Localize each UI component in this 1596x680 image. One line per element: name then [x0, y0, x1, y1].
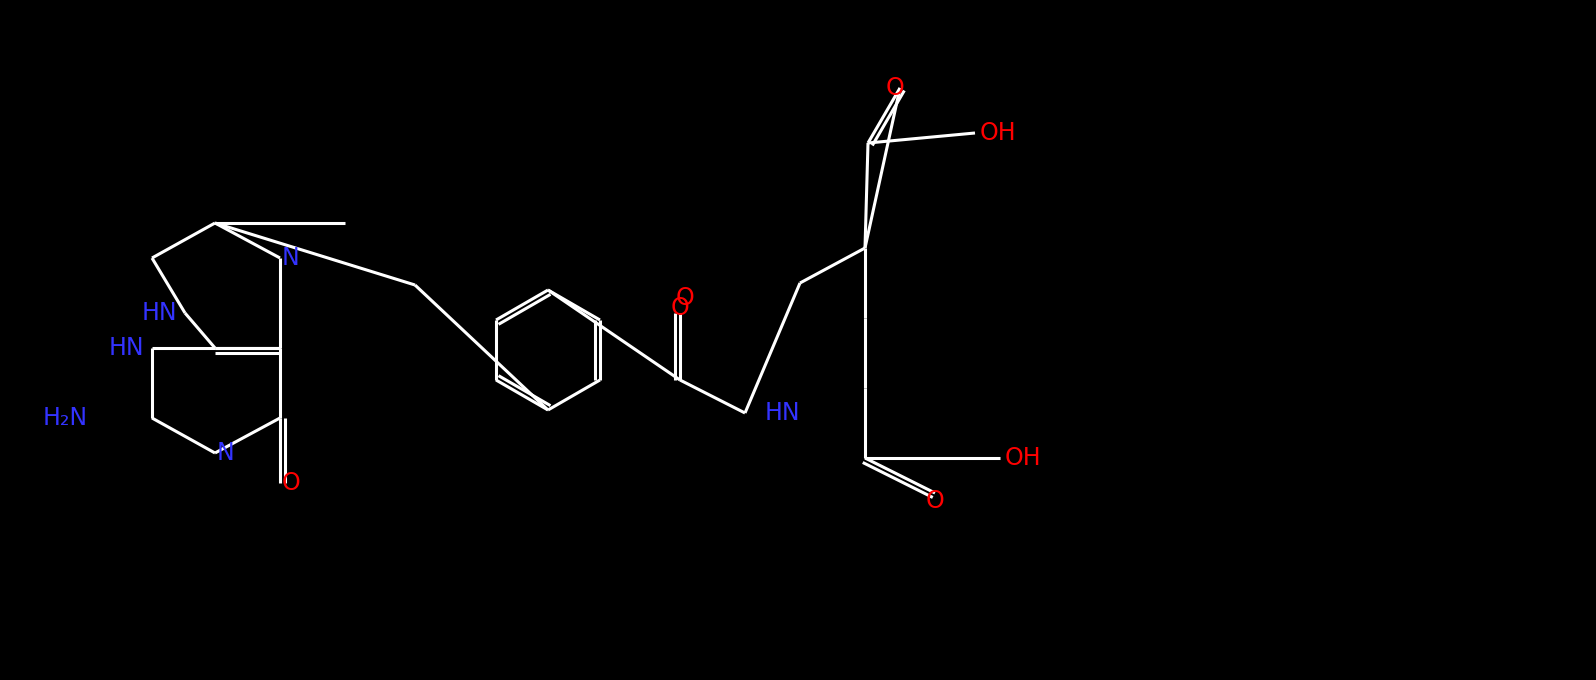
Text: N: N — [282, 246, 300, 270]
Text: O: O — [926, 489, 945, 513]
Text: H₂N: H₂N — [43, 406, 88, 430]
Text: OH: OH — [1005, 446, 1042, 470]
Text: HN: HN — [142, 301, 177, 325]
Text: HN: HN — [764, 401, 801, 425]
Text: HN: HN — [109, 336, 144, 360]
Text: O: O — [282, 471, 300, 495]
Text: O: O — [886, 76, 905, 100]
Text: OH: OH — [980, 121, 1017, 145]
Text: O: O — [675, 286, 694, 310]
Text: N: N — [217, 441, 235, 465]
Text: O: O — [670, 296, 689, 320]
